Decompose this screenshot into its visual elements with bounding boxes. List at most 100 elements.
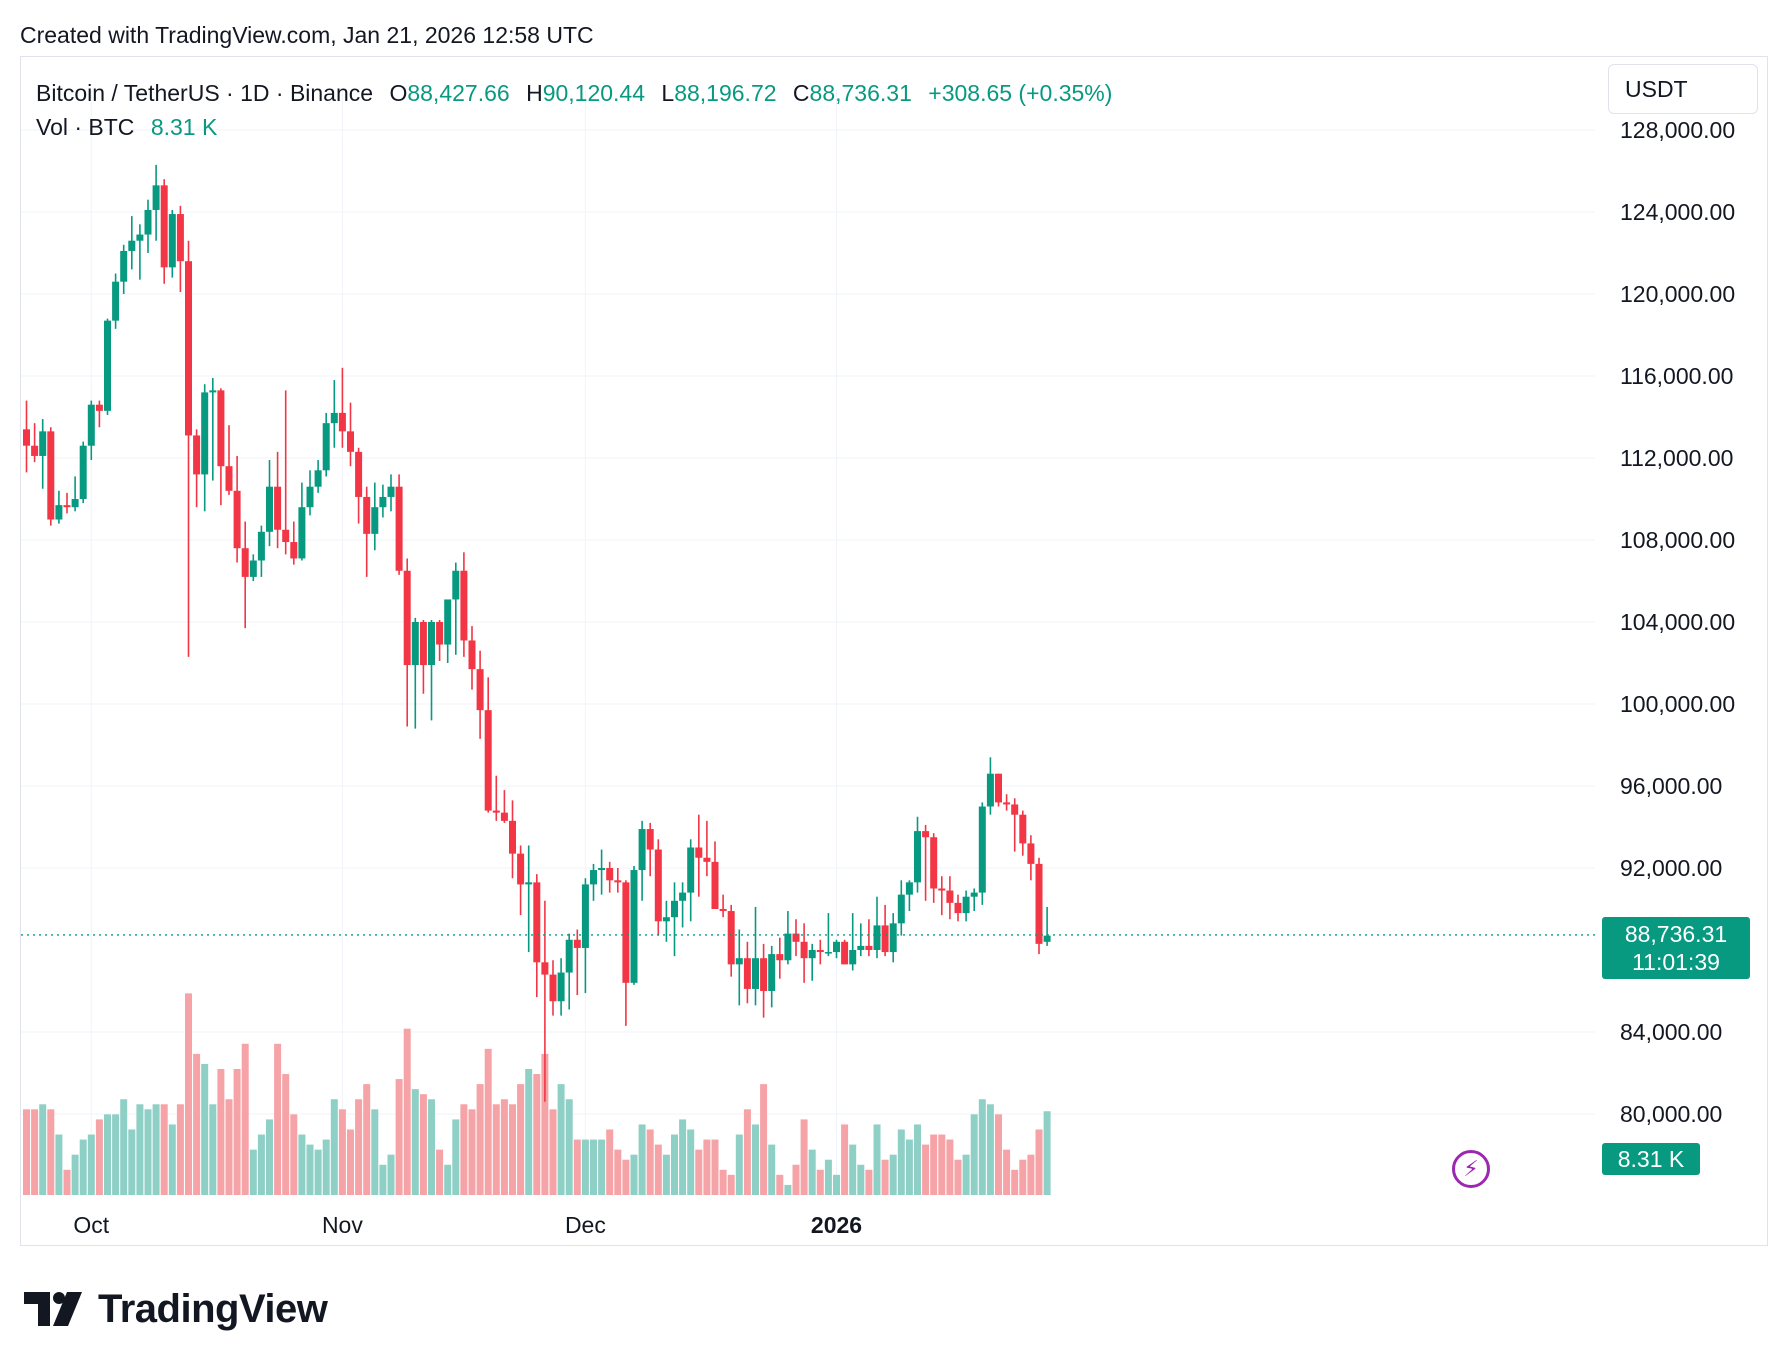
candle-body (978, 806, 986, 893)
volume-bar (387, 1154, 395, 1195)
candle-body (87, 404, 95, 446)
candle-body (719, 909, 727, 912)
volume-bar (517, 1084, 525, 1195)
candle-body (1027, 843, 1035, 864)
candle-body (282, 529, 290, 543)
change-value: +308.65 (+0.35%) (928, 80, 1113, 106)
volume-bar (800, 1119, 808, 1195)
volume-bar (395, 1079, 403, 1195)
volume-bar (792, 1164, 800, 1195)
volume-bar (87, 1134, 95, 1195)
y-tick-label: 116,000.00 (1620, 363, 1733, 389)
volume-bar (217, 1069, 225, 1195)
created-with-text: Created with TradingView.com, Jan 21, 20… (20, 22, 594, 48)
legend-row-main: Bitcoin / TetherUS · 1D · Binance O88,42… (36, 76, 1112, 110)
candle-body (249, 560, 257, 577)
candle-body (79, 445, 87, 499)
lightning-icon[interactable]: ⚡ (1452, 1150, 1490, 1188)
candle-body (784, 933, 792, 961)
candle-body (671, 900, 678, 918)
candle-body (541, 962, 549, 975)
candle-body (533, 882, 541, 963)
candle-body (897, 894, 905, 924)
close-value: 88,736.31 (809, 80, 912, 106)
candle-body (598, 868, 606, 871)
volume-value: 8.31 K (150, 114, 218, 140)
volume-bar (590, 1139, 597, 1195)
candle-body (711, 861, 719, 909)
volume-bar (946, 1139, 954, 1195)
volume-bar (160, 1104, 168, 1195)
candle-body (1035, 863, 1043, 944)
candle-body (946, 890, 954, 903)
candle-body (930, 837, 938, 889)
volume-bar (306, 1144, 314, 1195)
grid-layer (21, 90, 1595, 1195)
candle-body (922, 831, 930, 838)
volume-bar (209, 1104, 217, 1195)
symbol-title[interactable]: Bitcoin / TetherUS · 1D · Binance (36, 80, 374, 106)
candle-body (225, 466, 233, 491)
volume-bar (233, 1069, 241, 1195)
volume-bar (654, 1144, 662, 1195)
volume-bar (881, 1159, 889, 1195)
candle-body (136, 234, 144, 241)
candle-body (679, 892, 687, 901)
candle-body (776, 954, 784, 961)
volume-bar (282, 1074, 290, 1195)
candle-body (330, 412, 338, 424)
y-tick-label: 100,000.00 (1620, 691, 1735, 717)
candle-body (873, 925, 881, 950)
candle-body (112, 281, 120, 321)
volume-bar (922, 1144, 930, 1195)
tradingview-logo[interactable]: TradingView (24, 1286, 328, 1332)
volume-bar (322, 1139, 330, 1195)
volume-bar (914, 1124, 921, 1195)
candle-body (444, 599, 452, 645)
candle-body (290, 542, 298, 559)
volume-bar (978, 1099, 986, 1195)
volume-bar (776, 1174, 784, 1195)
candle-body (646, 829, 654, 850)
candle-body (233, 490, 241, 549)
candle-body (468, 640, 476, 670)
candle-body (816, 950, 824, 953)
volume-bar (55, 1134, 63, 1195)
candle-body (995, 773, 1002, 803)
volume-bar (476, 1084, 484, 1195)
legend: Bitcoin / TetherUS · 1D · Binance O88,42… (36, 76, 1112, 144)
volume-bar (549, 1109, 557, 1195)
volume-bar (298, 1134, 306, 1195)
x-axis: Oct Nov Dec 2026 (73, 1212, 862, 1238)
volume-bar (833, 1174, 840, 1195)
volume-bar (47, 1109, 55, 1195)
volume-label[interactable]: Vol · BTC (36, 114, 135, 140)
volume-bar (241, 1043, 249, 1195)
volume-bar (841, 1124, 849, 1195)
y-tick-label: 124,000.00 (1620, 199, 1735, 225)
candle-body (1003, 802, 1011, 805)
tradingview-logo-icon (24, 1292, 82, 1326)
currency-selector[interactable]: USDT (1608, 64, 1758, 114)
volume-bar (905, 1139, 913, 1195)
volume-bar (703, 1139, 711, 1195)
volume-bar (679, 1119, 687, 1195)
volume-bar (995, 1114, 1002, 1195)
volume-bar (460, 1104, 468, 1195)
candle-body (849, 950, 857, 965)
candle-body (176, 214, 184, 262)
candle-body (654, 849, 662, 922)
candle-body (436, 622, 444, 645)
volume-bar (719, 1169, 727, 1195)
volume-bar (581, 1139, 589, 1195)
candle-body (549, 974, 557, 1002)
candle-body (727, 911, 735, 965)
candle-body (622, 882, 630, 983)
candle-body (395, 486, 403, 571)
candle-body (168, 214, 176, 268)
volume-bar (347, 1129, 354, 1195)
candle-body (735, 958, 743, 965)
candle-body (476, 669, 484, 711)
volume-bar (363, 1084, 371, 1195)
